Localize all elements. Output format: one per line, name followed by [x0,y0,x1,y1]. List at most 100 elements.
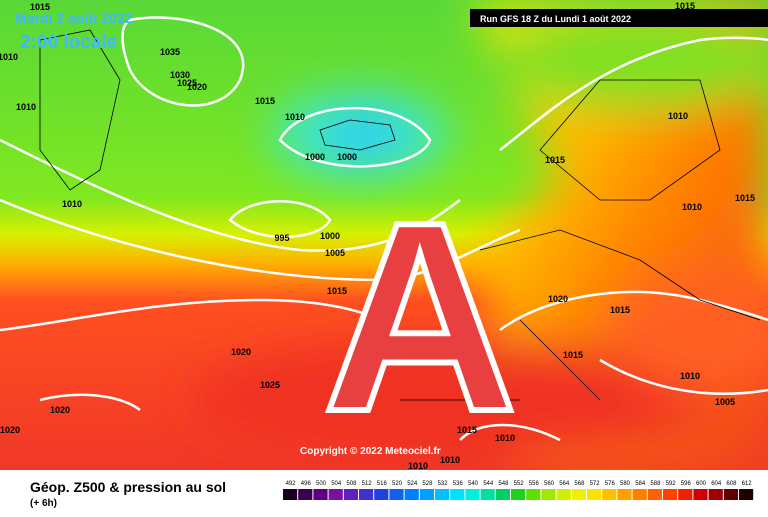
scale-label: 596 [681,481,692,487]
isobars [0,16,768,442]
isobar-label: 1010 [408,461,428,471]
isobar-label: 995 [274,233,289,243]
scale-label: 568 [574,481,585,487]
copyright: Copyright © 2022 Meteociel.fr [300,446,441,457]
scale-label: 588 [650,481,661,487]
scale-label: 532 [438,481,449,487]
scale-label: 524 [407,481,418,487]
scale-swatch [708,489,723,500]
legend-title: Géop. Z500 & pression au sol [30,479,226,495]
scale-label: 516 [377,481,388,487]
scale-swatch [283,489,298,500]
scale-label: 612 [742,481,753,487]
scale-swatch [495,489,510,500]
scale-label: 552 [514,481,525,487]
scale-swatch [632,489,647,500]
scale-swatch [404,489,419,500]
isobar-label: 1015 [327,286,347,296]
isobar-label: 1015 [545,155,565,165]
isobar-label: 1025 [260,380,280,390]
scale-label: 556 [529,481,540,487]
scale-swatch [678,489,693,500]
local-time: 2:00 locale [20,32,117,53]
scale-swatch [556,489,571,500]
isobar-label: 1010 [495,433,515,443]
scale-swatch [313,489,328,500]
isobar-label: 1020 [231,347,251,357]
scale-swatch [602,489,617,500]
isobar-label: 1015 [563,350,583,360]
scale-label: 540 [468,481,479,487]
map-background [0,0,768,470]
isobar-label: 1015 [675,1,695,11]
isobar-label: 1010 [680,371,700,381]
scale-swatch [450,489,465,500]
isobar-label: 1015 [457,425,477,435]
scale-label: 592 [666,481,677,487]
scale-swatch [511,489,526,500]
scale-label: 496 [301,481,312,487]
isobar-label: 1025 [177,78,197,88]
scale-label: 580 [620,481,631,487]
scale-swatch [465,489,480,500]
scale-label: 512 [362,481,373,487]
isobar-label: 1020 [548,294,568,304]
scale-swatch [389,489,404,500]
scale-swatch [723,489,738,500]
isobar-label: 1030 [170,70,190,80]
run-info: Run GFS 18 Z du Lundi 1 août 2022 [480,14,631,24]
scale-swatch [343,489,358,500]
run-box [470,9,768,27]
isobar-label: 1000 [320,231,340,241]
isobar-label: 1020 [0,425,20,435]
scale-label: 500 [316,481,327,487]
isobar-label: 1020 [50,405,70,415]
isobar-label: 1010 [668,111,688,121]
isobar-label: 1000 [337,152,357,162]
scale-label: 600 [696,481,707,487]
scale-swatch [571,489,586,500]
scale-swatch [526,489,541,500]
scale-swatch [647,489,662,500]
scale-label: 536 [453,481,464,487]
isobar-label: 1015 [255,96,275,106]
scale-swatch [328,489,343,500]
coastlines [39,29,761,401]
isobar-label: 1015 [735,193,755,203]
isobar-label: 1005 [715,397,735,407]
scale-label: 608 [726,481,737,487]
scale-swatch [298,489,313,500]
watermark: A [323,167,518,468]
scale-label: 504 [331,481,342,487]
isobar-label: 1010 [682,202,702,212]
isobar-label: 1015 [610,305,630,315]
scale-label: 572 [590,481,601,487]
isobar-label: 1035 [160,47,180,57]
isobar-label: 1015 [30,2,50,12]
lead-time: (+ 6h) [30,498,57,509]
scale-swatch [739,489,754,500]
scale-swatch [663,489,678,500]
scale-swatch [541,489,556,500]
scale-label: 528 [422,481,433,487]
scale-label: 604 [711,481,722,487]
isobar-label: 1005 [325,248,345,258]
scale-swatch [587,489,602,500]
scale-label: 576 [605,481,616,487]
scale-label: 560 [544,481,555,487]
scale-label: 492 [286,481,297,487]
color-scale: 492 496 500 504 508 512 516 520 524 528 532 536 540 5… [283,481,754,500]
scale-label: 508 [346,481,357,487]
map-date: Mardi 2 août 2022 [15,10,133,26]
isobar-label: 1000 [305,152,325,162]
isobar-label: 1010 [285,112,305,122]
scale-label: 520 [392,481,403,487]
scale-swatch [617,489,632,500]
scale-label: 564 [559,481,570,487]
scale-swatch [374,489,389,500]
isobar-label: 1010 [0,52,18,62]
isobar-label: 1020 [187,82,207,92]
